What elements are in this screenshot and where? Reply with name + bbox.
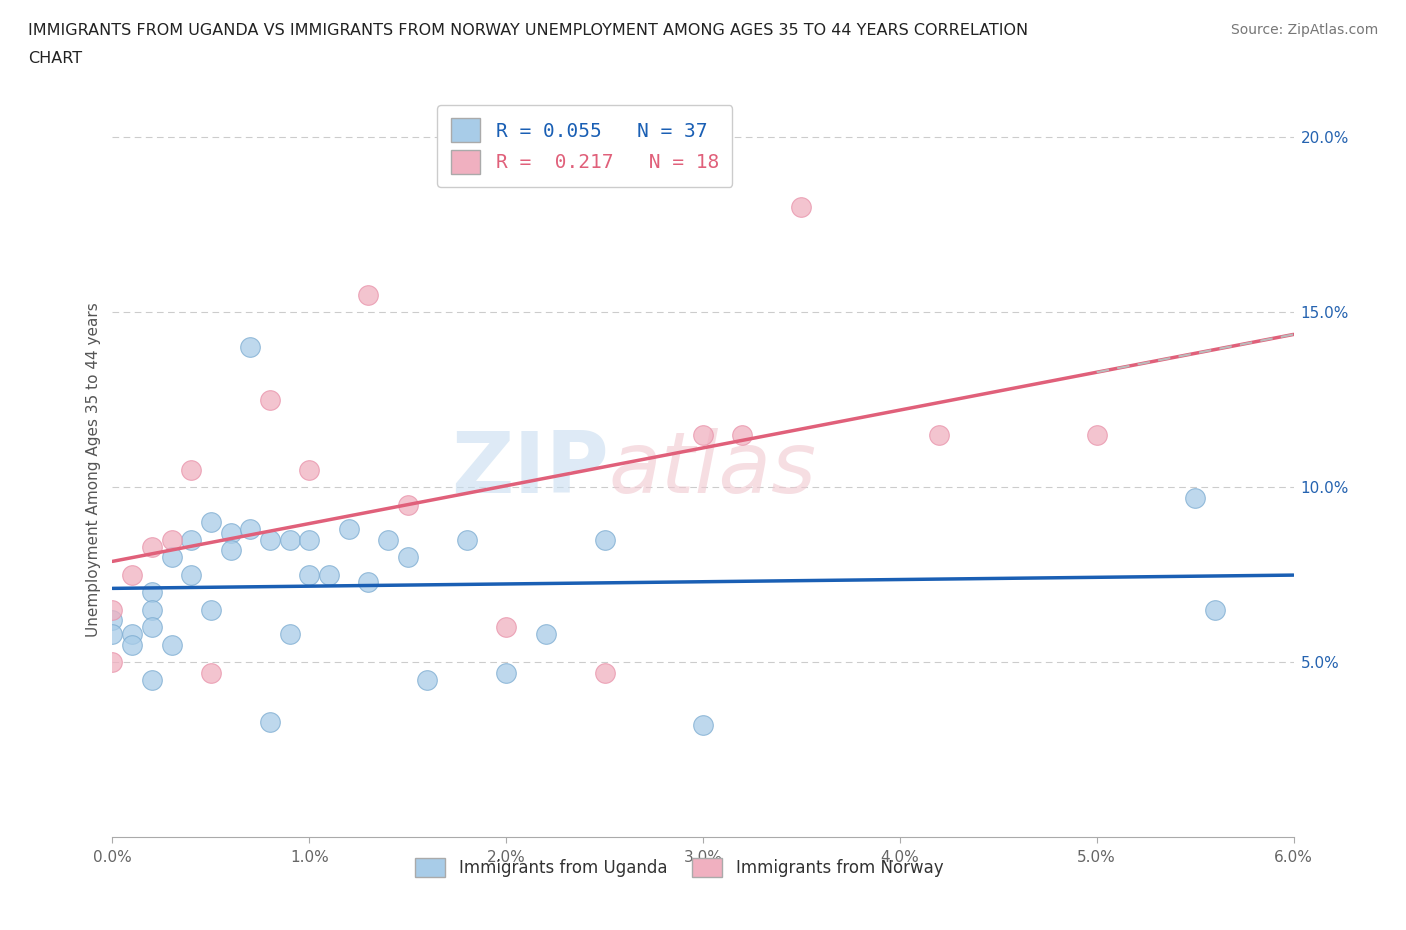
Point [180, 567, 202, 582]
Point [200, 602, 222, 617]
Point [357, 574, 380, 589]
Point [141, 585, 163, 600]
Point [101, 613, 124, 628]
Text: Source: ZipAtlas.com: Source: ZipAtlas.com [1230, 23, 1378, 37]
Point [318, 567, 340, 582]
Point [239, 339, 262, 354]
Point [141, 602, 163, 617]
Point [121, 637, 143, 652]
Point [495, 619, 517, 634]
Point [692, 718, 714, 733]
Point [298, 532, 321, 547]
Point [495, 665, 517, 680]
Point [416, 672, 439, 687]
Point [928, 427, 950, 442]
Point [278, 627, 301, 642]
Point [200, 514, 222, 529]
Point [1204, 602, 1226, 617]
Point [101, 627, 124, 642]
Point [180, 532, 202, 547]
Point [121, 567, 143, 582]
Text: IMMIGRANTS FROM UGANDA VS IMMIGRANTS FROM NORWAY UNEMPLOYMENT AMONG AGES 35 TO 4: IMMIGRANTS FROM UGANDA VS IMMIGRANTS FRO… [28, 23, 1028, 38]
Point [534, 627, 557, 642]
Text: ZIP: ZIP [451, 428, 609, 512]
Point [239, 522, 262, 537]
Point [357, 287, 380, 302]
Point [101, 655, 124, 670]
Point [456, 532, 478, 547]
Point [259, 714, 281, 729]
Point [219, 543, 242, 558]
Point [298, 567, 321, 582]
Text: CHART: CHART [28, 51, 82, 66]
Point [337, 522, 360, 537]
Point [298, 462, 321, 477]
Point [278, 532, 301, 547]
Point [1085, 427, 1108, 442]
Point [731, 427, 754, 442]
Point [1184, 490, 1206, 505]
Point [160, 550, 183, 565]
Point [692, 427, 714, 442]
Point [377, 532, 399, 547]
Legend: Immigrants from Uganda, Immigrants from Norway: Immigrants from Uganda, Immigrants from … [409, 852, 950, 883]
Text: atlas: atlas [609, 428, 817, 512]
Point [160, 637, 183, 652]
Y-axis label: Unemployment Among Ages 35 to 44 years: Unemployment Among Ages 35 to 44 years [86, 302, 101, 637]
Point [141, 539, 163, 554]
Point [790, 200, 813, 215]
Point [101, 602, 124, 617]
Point [200, 665, 222, 680]
Point [396, 550, 419, 565]
Point [396, 498, 419, 512]
Point [160, 532, 183, 547]
Point [593, 665, 616, 680]
Point [259, 532, 281, 547]
Point [121, 627, 143, 642]
Point [141, 619, 163, 634]
Point [593, 532, 616, 547]
Point [259, 392, 281, 407]
Point [219, 525, 242, 540]
Point [180, 462, 202, 477]
Point [141, 672, 163, 687]
